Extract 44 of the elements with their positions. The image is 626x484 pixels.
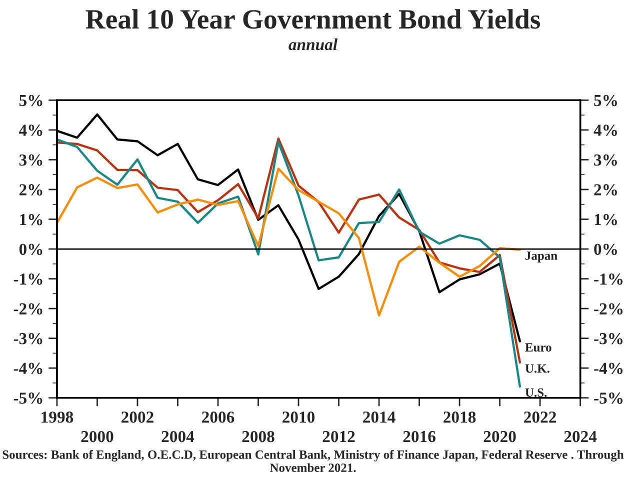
y-tick-label: -4%: [14, 362, 42, 374]
x-tick-label: 2006: [202, 412, 234, 423]
y2-tick-label: 0%: [594, 244, 617, 256]
x2-tick-label: 2020: [484, 430, 516, 442]
y2-tick-label: -3%: [594, 333, 622, 344]
y-tick-label: -3%: [14, 333, 42, 344]
y2-tick-label: 4%: [594, 124, 617, 136]
series-label: Japan: [526, 252, 558, 262]
y2-tick-label: -2%: [594, 303, 622, 315]
line-series: [56, 168, 522, 317]
y-tick-label: 3%: [19, 154, 42, 166]
x2-tick-label: 2016: [403, 430, 436, 442]
y-tick-label: 1%: [20, 214, 42, 226]
x-tick-label: 2018: [444, 412, 476, 423]
x-tick-label: 2002: [122, 412, 154, 423]
x2-tick-label: 2004: [162, 430, 194, 442]
chart-subtitle: annual: [288, 38, 338, 50]
series-label: U.K.: [525, 364, 550, 373]
y-tick-label: 2%: [19, 184, 42, 196]
y2-tick-label: 5%: [594, 94, 617, 106]
series-label: U.S.: [525, 388, 547, 397]
x-tick-label: 2022: [524, 412, 556, 423]
chart-title: Real 10 Year Government Bond Yields: [86, 9, 540, 29]
x2-tick-label: 2000: [81, 430, 114, 442]
y-tick-label: 0%: [19, 244, 42, 256]
y2-tick-label: -5%: [594, 392, 622, 404]
x2-tick-label: 2024: [564, 430, 597, 442]
x-tick-label: 2010: [282, 412, 315, 423]
y-tick-label: -5%: [14, 392, 42, 404]
y2-tick-label: 3%: [594, 154, 617, 166]
y-tick-label: 4%: [19, 124, 42, 136]
x2-tick-label: 2008: [242, 430, 274, 442]
y2-tick-label: -1%: [594, 273, 622, 285]
series-label: Euro: [525, 343, 552, 352]
y-tick-label: 5%: [19, 94, 42, 106]
y-tick-label: -1%: [14, 273, 42, 285]
y2-tick-label: -4%: [594, 362, 622, 374]
x-tick-label: 2014: [363, 412, 396, 423]
y2-tick-label: 1%: [594, 214, 617, 226]
source-note: Sources: Bank of England, O.E.C.D, European Central Bank, Ministry of Finance Japan, Federal Reserve . Through November 2021.: [2, 450, 624, 472]
x-tick-label: 1998: [42, 412, 74, 423]
y-tick-label: -2%: [14, 303, 42, 315]
x2-tick-label: 2012: [322, 430, 355, 442]
y2-tick-label: 2%: [594, 184, 617, 196]
